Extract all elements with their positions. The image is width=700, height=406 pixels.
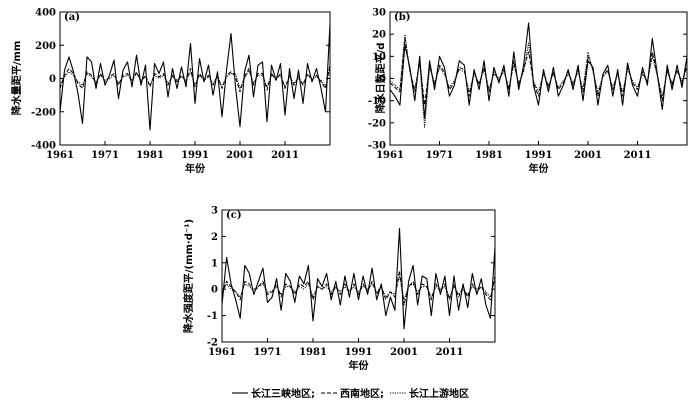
panel-c-ytick-label: 1	[211, 258, 218, 269]
panel-b-xtick-label: 1991	[525, 150, 553, 161]
panel-c-series-dashed	[221, 270, 496, 306]
panel-b-ytick-label: 20	[372, 30, 386, 41]
panel-b-label: (b)	[394, 12, 410, 23]
panel-c-ytick-label: -2	[207, 338, 218, 349]
legend-label: 西南地区;	[340, 387, 384, 400]
panel-c-xtick-label: 2011	[436, 347, 464, 358]
panel-c-ytick-label: 0	[211, 285, 218, 296]
panel-a-label: (a)	[64, 12, 80, 23]
panel-a-xtick-label: 2001	[226, 150, 254, 161]
panel-a-xtick-label: 1991	[181, 150, 209, 161]
panel-b-xlabel: 年份	[529, 162, 550, 175]
panel-c-ytick-label: 2	[211, 232, 218, 243]
panel-b-ytick-label: 0	[379, 74, 386, 85]
panel-c-xtick-label: 2001	[390, 347, 418, 358]
panel-b-xtick-label: 1981	[475, 150, 503, 161]
panel-b-ytick-label: -20	[368, 118, 386, 129]
panel-b-frame	[389, 11, 688, 146]
panel-a-xtick-label: 1981	[136, 150, 164, 161]
panel-c-xtick-label: 1971	[254, 347, 282, 358]
panel-a-ytick-label: 200	[35, 41, 56, 52]
panel-a-ylabel: 降水量距平/mm	[10, 41, 23, 116]
panel-b-ylabel: 降水日数距平/d	[374, 43, 387, 114]
panel-a-ytick-label: -200	[31, 107, 56, 118]
panel-a-xtick-label: 2011	[271, 150, 299, 161]
panel-a-frame	[59, 11, 331, 146]
panel-b-series-dashed	[389, 38, 688, 106]
panel-c-xtick-label: 1961	[208, 347, 236, 358]
panel-a-ytick-label: -400	[31, 141, 56, 152]
panel-b-ytick-label: 10	[372, 52, 386, 63]
legend-label: 长江上游地区	[409, 387, 469, 400]
legend-label: 长江三峡地区;	[251, 387, 315, 400]
panel-c-ylabel: 降水强度距平/(mm·d⁻¹)	[182, 219, 195, 333]
panel-c-xtick-label: 1981	[299, 347, 327, 358]
panel-b-xtick-label: 2011	[624, 150, 652, 161]
panel-b-series-dotted	[389, 33, 688, 128]
panel-b-ytick-label: -10	[368, 96, 386, 107]
panel-b-ytick-label: 30	[372, 8, 386, 19]
panel-c-series-solid	[221, 227, 496, 330]
panel-c-ytick-label: -1	[207, 311, 218, 322]
panel-c-xlabel: 年份	[349, 359, 370, 372]
panel-b-xtick-label: 2001	[574, 150, 602, 161]
panel-b-series-solid	[389, 22, 688, 119]
panel-b-xtick-label: 1961	[376, 150, 404, 161]
panel-a-ytick-label: 0	[49, 74, 56, 85]
panel-a-series-dashed	[59, 65, 331, 93]
panel-a-xtick-label: 1971	[91, 150, 119, 161]
panel-a-series-solid	[59, 23, 331, 131]
panel-a-ytick-label: 400	[35, 8, 56, 19]
panel-b-xtick-label: 1971	[426, 150, 454, 161]
panel-c-label: (c)	[226, 210, 242, 221]
panel-c-series-dotted	[221, 275, 496, 301]
panel-b-ytick-label: -30	[368, 141, 386, 152]
panel-a-xlabel: 年份	[185, 162, 206, 175]
panel-a-xtick-label: 1961	[46, 150, 74, 161]
panel-c-xtick-label: 1991	[345, 347, 373, 358]
panel-c-ytick-label: 3	[211, 206, 218, 217]
